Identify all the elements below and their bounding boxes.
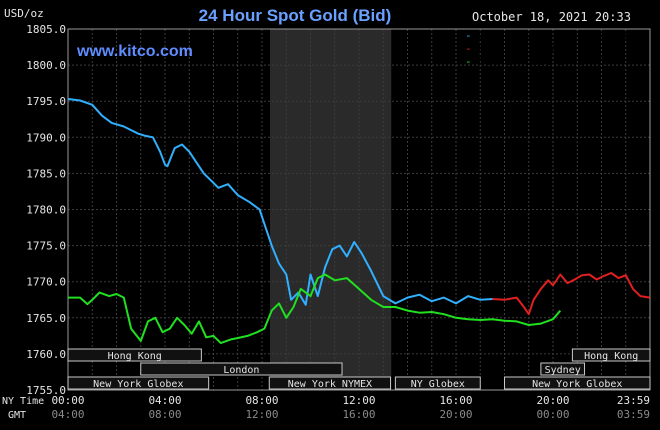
x-tick-label-ny: 00:00 [51, 394, 84, 407]
y-tick-label: 1760.0 [26, 348, 66, 361]
x-tick-label-ny: 16:00 [439, 394, 472, 407]
legend-item-oct15: - Oct 15 NY close 1767.40 [465, 29, 631, 42]
market-session-label: London [223, 365, 259, 376]
y-tick-label: 1795.0 [26, 95, 66, 108]
market-session-label: Hong Kong [108, 351, 162, 362]
price-line-oct17 [492, 272, 650, 316]
market-session-bar [67, 348, 202, 362]
y-axis: 1805.0 1800.0 1795.0 1790.0 1785.0 1780.0 1775… [26, 23, 66, 397]
ny-time-row-label: NY Time [2, 396, 44, 407]
legend-label-oct18: Oct 18 Last 1766.00 [478, 55, 604, 68]
market-session-bar [67, 376, 210, 390]
x-tick-label-ny: 23:59 [617, 394, 650, 407]
market-session-bar [140, 362, 343, 376]
x-tick-label-gmt: 12:00 [245, 408, 278, 421]
market-session-bars: Hong Kong London New York Globex New York N… [67, 348, 651, 390]
market-session-label: NY Globex [411, 379, 465, 390]
gmt-row-label: GMT [8, 410, 26, 421]
watermark-url: www.kitco.com [76, 43, 193, 60]
legend-item-oct17: - Oct 17 Sunday [465, 42, 565, 55]
x-tick-label-ny: 04:00 [148, 394, 181, 407]
market-session-label: Hong Kong [584, 351, 638, 362]
market-session-bar [268, 376, 392, 390]
chart-title: 24 Hour Spot Gold (Bid) [199, 6, 392, 25]
x-tick-label-ny: 20:00 [536, 394, 569, 407]
price-lines [67, 98, 650, 345]
x-tick-label-gmt: 20:00 [439, 408, 472, 421]
price-line-oct18 [68, 273, 562, 345]
y-tick-label: 1775.0 [26, 240, 66, 253]
market-session-bar [571, 348, 651, 362]
legend: - Oct 15 NY close 1767.40 - Oct 17 Sunda… [465, 29, 631, 68]
x-axis: 00:00 04:00 08:00 12:00 16:00 20:00 23:5904:00… [51, 394, 650, 421]
date-label: October 18, 2021 20:33 [472, 10, 631, 24]
market-session-label: New York Globex [93, 379, 183, 390]
y-tick-label: 1790.0 [26, 131, 66, 144]
plot-frame [67, 28, 651, 391]
y-tick-label: 1800.0 [26, 59, 66, 72]
ny-session-shade [270, 29, 392, 390]
y-tick-label: 1770.0 [26, 276, 66, 289]
x-tick-label-ny: 12:00 [342, 394, 375, 407]
y-tick-label: 1780.0 [26, 204, 66, 217]
market-session-bar [504, 376, 651, 390]
legend-label-oct17: Oct 17 Sunday [478, 42, 564, 55]
price-line-oct15 [67, 98, 493, 306]
y-tick-label: 1785.0 [26, 167, 66, 180]
y-tick-label: 1755.0 [26, 384, 66, 397]
legend-label-oct15: Oct 15 NY close 1767.40 [478, 29, 630, 42]
market-session-bar [394, 376, 481, 390]
y-tick-label: 1805.0 [26, 23, 66, 36]
x-tick-label-gmt: 00:00 [536, 408, 569, 421]
legend-item-oct18: - Oct 18 Last 1766.00 [465, 55, 604, 68]
market-session-bar [540, 362, 586, 376]
x-tick-label-gmt: 16:00 [342, 408, 375, 421]
market-session-label: New York Globex [532, 379, 622, 390]
x-tick-label-gmt: 08:00 [148, 408, 181, 421]
x-tick-label-ny: 08:00 [245, 394, 278, 407]
market-session-label: New York NYMEX [288, 379, 372, 390]
x-tick-label-gmt: 04:00 [51, 408, 84, 421]
x-tick-label-gmt: 03:59 [617, 408, 650, 421]
market-session-label: Sydney [545, 365, 581, 376]
y-tick-label: 1765.0 [26, 312, 66, 325]
unit-label: USD/oz [4, 7, 44, 20]
